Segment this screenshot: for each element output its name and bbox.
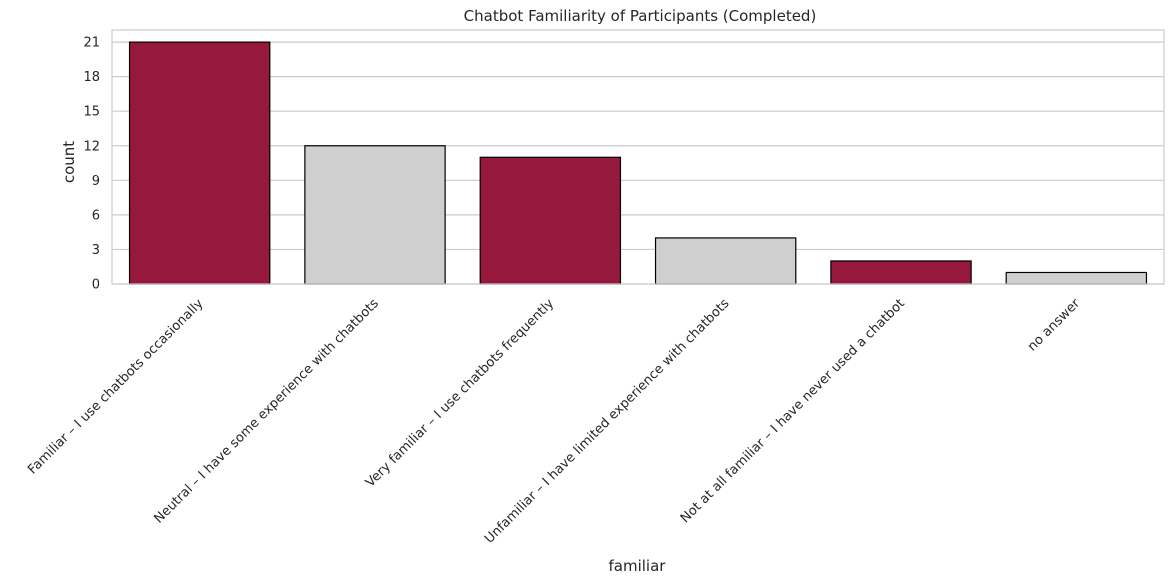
y-tick-label: 21 [83,36,100,51]
bar [128,41,271,285]
x-axis-label: familiar [609,557,667,575]
grid-lines [112,41,1164,285]
y-axis-label: count [60,141,78,183]
y-tick-label: 6 [92,208,100,223]
x-tick-labels: Familiar – I use chatbots occasionallyNe… [25,296,1083,547]
y-tick-label: 18 [83,70,100,85]
x-tick-label: Familiar – I use chatbots occasionally [25,296,206,477]
x-tick-label: Very familiar – I use chatbots frequentl… [363,296,557,490]
bar [654,237,797,285]
bar [1005,271,1148,285]
y-tick-label: 15 [83,105,100,120]
x-tick-label: Not at all familiar – I have never used … [678,296,908,526]
bar [830,260,972,285]
x-tick-label: no answer [1025,296,1084,355]
chart-title: Chatbot Familiarity of Participants (Com… [464,7,817,25]
y-tick-label: 0 [92,278,100,293]
y-tick-label: 3 [92,243,100,258]
plot-frame [111,29,1165,285]
y-tick-labels: 0 3 6 9 12 15 18 21 [83,36,100,293]
bar [304,145,446,285]
bar [479,156,622,285]
y-tick-label: 9 [92,174,100,189]
x-tick-label: Neutral – I have some experience with ch… [152,296,382,526]
y-tick-label: 12 [83,139,100,154]
bars [128,41,1148,285]
